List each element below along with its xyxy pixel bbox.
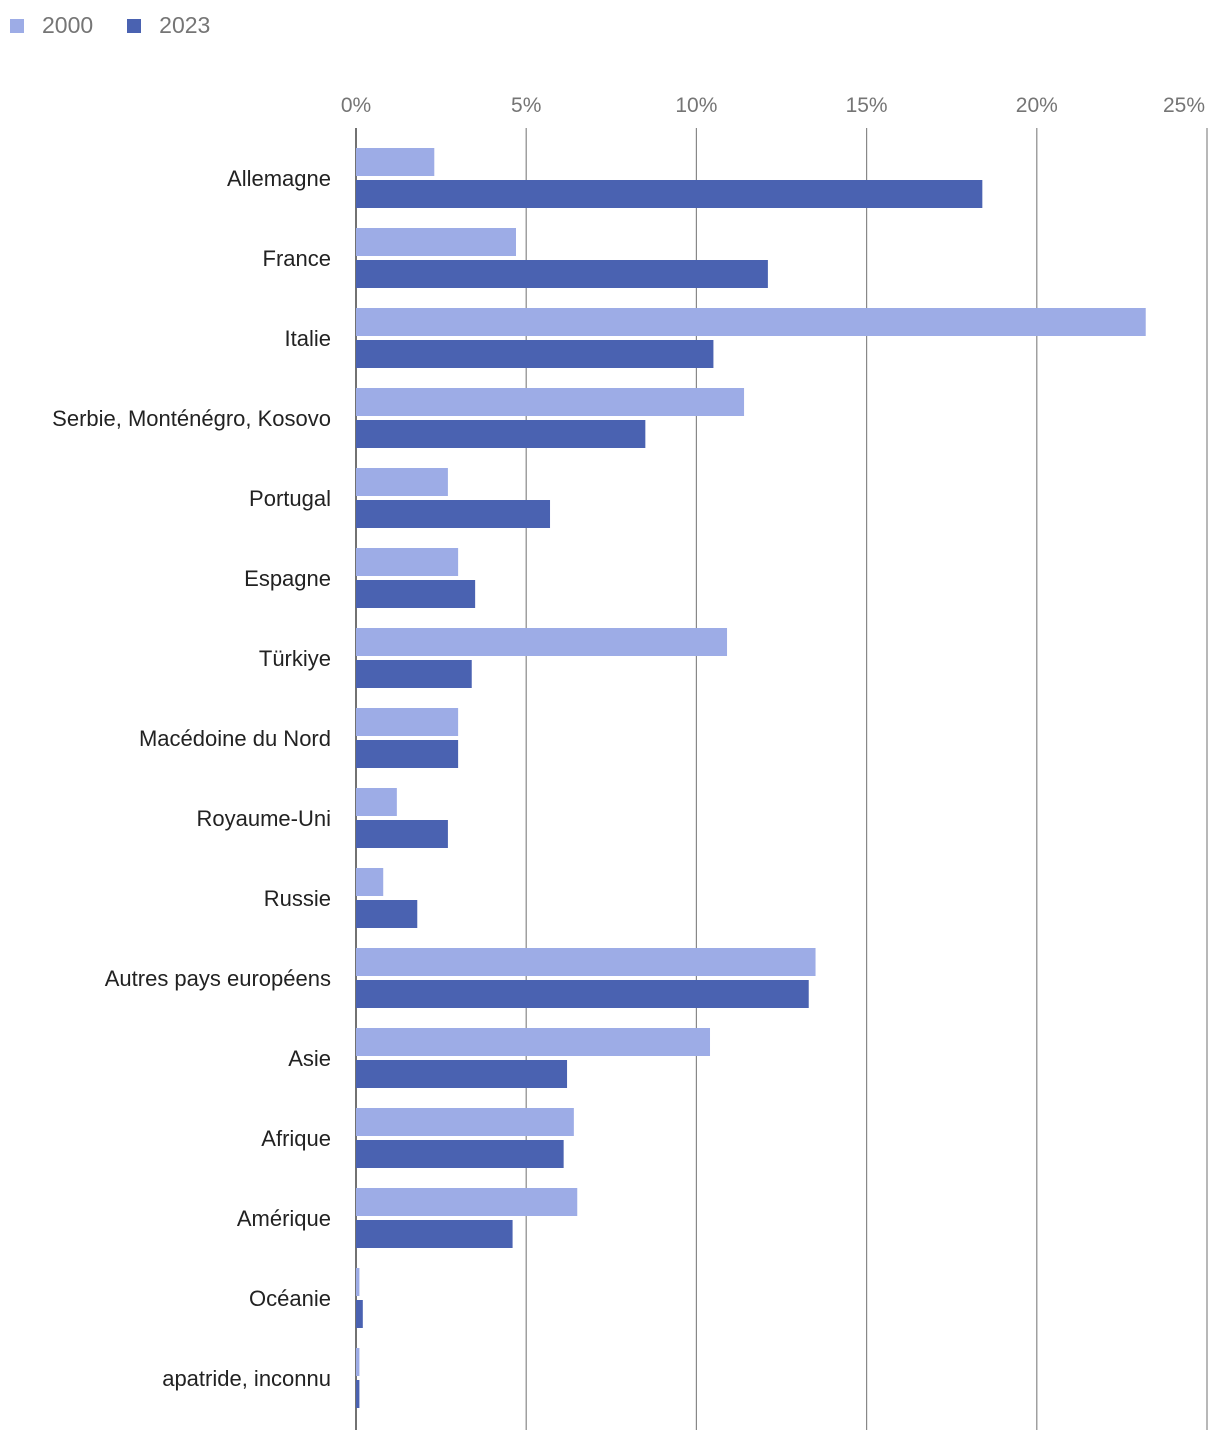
bar-2000: [356, 708, 459, 736]
category-label: Amérique: [237, 1206, 331, 1231]
bar-2023: [356, 1300, 363, 1328]
bar-2023: [356, 1140, 564, 1168]
bar-2000: [356, 1028, 711, 1056]
category-label: apatride, inconnu: [162, 1366, 331, 1391]
bar-2023: [356, 660, 472, 688]
bar-2000: [356, 868, 384, 896]
category-label: France: [263, 246, 331, 271]
bar-2000: [356, 948, 816, 976]
bar-2000: [356, 1108, 574, 1136]
legend-swatch-2023: [127, 18, 142, 33]
bar-2023: [356, 580, 476, 608]
category-label: Macédoine du Nord: [139, 726, 331, 751]
bar-2000: [356, 1348, 360, 1376]
legend-label-2023: 2023: [159, 12, 211, 38]
bar-2000: [356, 788, 397, 816]
bar-2023: [356, 420, 646, 448]
bar-2000: [356, 628, 728, 656]
bar-2023: [356, 1220, 513, 1248]
x-tick-label: 25%: [1163, 94, 1205, 117]
bar-2023: [356, 740, 459, 768]
category-label: Russie: [264, 886, 331, 911]
bar-2000: [356, 1188, 578, 1216]
category-label: Espagne: [244, 566, 331, 591]
bar-2023: [356, 900, 418, 928]
legend-item-2023: 2023: [127, 12, 210, 39]
bar-2023: [356, 260, 768, 288]
bar-2000: [356, 228, 516, 256]
bar-2023: [356, 980, 809, 1008]
x-tick-label: 10%: [675, 94, 717, 117]
category-label: Royaume-Uni: [197, 806, 332, 831]
category-label: Océanie: [249, 1286, 331, 1311]
bar-2000: [356, 548, 459, 576]
bar-2000: [356, 148, 435, 176]
category-label: Türkiye: [259, 646, 331, 671]
bar-2023: [356, 180, 983, 208]
bar-2000: [356, 388, 745, 416]
x-tick-label: 20%: [1016, 94, 1058, 117]
bar-2000: [356, 468, 448, 496]
x-tick-label: 5%: [511, 94, 541, 117]
category-label: Portugal: [249, 486, 331, 511]
x-tick-label: 15%: [846, 94, 888, 117]
x-tick-label: 0%: [341, 94, 371, 117]
legend-item-2000: 2000: [10, 12, 93, 39]
category-label: Asie: [288, 1046, 331, 1071]
category-label: Afrique: [261, 1126, 331, 1151]
legend-swatch-2000: [10, 18, 24, 33]
category-label: Italie: [285, 326, 331, 351]
category-label: Allemagne: [227, 166, 331, 191]
chart-legend: 2000 2023: [10, 12, 244, 39]
bar-2023: [356, 820, 448, 848]
legend-label-2000: 2000: [42, 12, 94, 38]
bar-2000: [356, 1268, 360, 1296]
category-label: Serbie, Monténégro, Kosovo: [52, 406, 331, 431]
bar-2023: [356, 340, 714, 368]
bar-2023: [356, 500, 551, 528]
bar-2023: [356, 1380, 360, 1408]
category-label: Autres pays européens: [105, 966, 331, 991]
bar-2023: [356, 1060, 568, 1088]
bar-2000: [356, 308, 1146, 336]
